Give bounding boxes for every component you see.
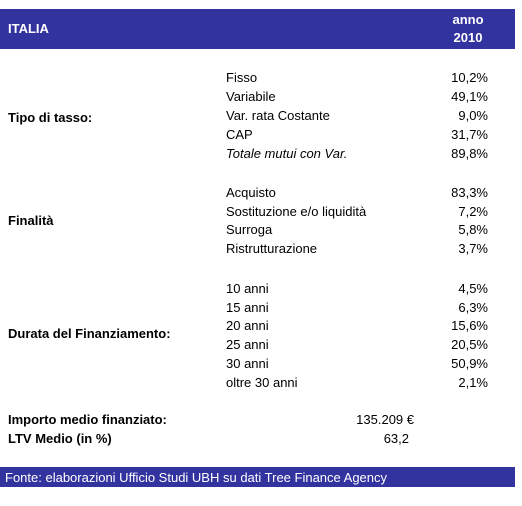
section-label-tipo-tasso: Tipo di tasso: [8, 110, 93, 125]
section-label-durata: Durata del Finanziamento: [8, 326, 171, 341]
source-footer: Fonte: elaborazioni Ufficio Studi UBH su… [0, 467, 515, 487]
section-label-finalita: Finalità [8, 213, 54, 228]
row-value: 50,9% [451, 356, 488, 371]
row-value: 20,5% [451, 337, 488, 352]
ltv-label: LTV Medio (in %) [8, 431, 112, 446]
row-label-total: Totale mutui con Var. [226, 146, 348, 161]
row-value: 31,7% [451, 127, 488, 142]
source-text: Fonte: elaborazioni Ufficio Studi UBH su… [5, 470, 388, 485]
row-label: Var. rata Costante [226, 108, 330, 123]
row-label: 10 anni [226, 281, 269, 296]
importo-label: Importo medio finanziato: [8, 412, 167, 427]
row-label: 15 anni [226, 300, 269, 315]
row-label: Sostituzione e/o liquidità [226, 204, 367, 219]
row-value: 10,2% [451, 70, 488, 85]
year-label: anno [452, 12, 484, 27]
country-label: ITALIA [8, 21, 49, 36]
row-value: 83,3% [451, 185, 488, 200]
row-value: 5,8% [458, 222, 488, 237]
row-label: 25 anni [226, 337, 269, 352]
row-value: 6,3% [458, 300, 488, 315]
ltv-value: 63,2 [383, 431, 409, 446]
row-label: Acquisto [226, 185, 276, 200]
row-label: Fisso [226, 70, 258, 85]
row-label: Variabile [226, 89, 276, 104]
year-value: 2010 [453, 30, 483, 45]
row-label: Surroga [226, 222, 273, 237]
row-value: 2,1% [458, 375, 488, 390]
row-label: 30 anni [226, 356, 269, 371]
row-value: 9,0% [458, 108, 488, 123]
year-column-header: anno 2010 [433, 11, 503, 47]
row-label: CAP [226, 127, 253, 142]
row-label: 20 anni [226, 318, 269, 333]
row-label: oltre 30 anni [226, 375, 298, 390]
row-value: 4,5% [458, 281, 488, 296]
row-value: 15,6% [451, 318, 488, 333]
row-value: 7,2% [458, 204, 488, 219]
importo-value: 135.209 € [356, 412, 414, 427]
row-label: Ristrutturazione [226, 241, 318, 256]
table-header: ITALIA anno 2010 [0, 9, 515, 49]
row-value: 49,1% [451, 89, 488, 104]
row-value-total: 89,8% [451, 146, 488, 161]
row-value: 3,7% [458, 241, 488, 256]
